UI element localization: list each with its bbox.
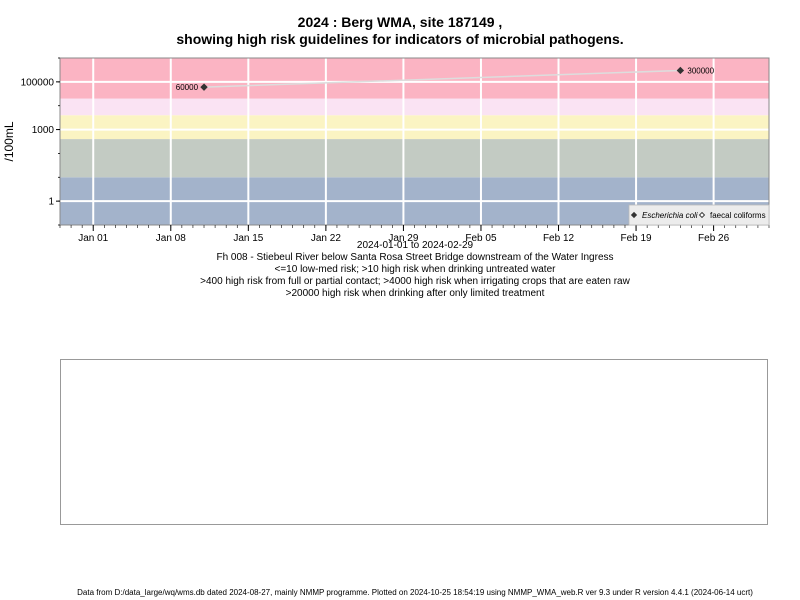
- legend-label-1: faecal coliforms: [710, 211, 766, 220]
- chart-subtitle: showing high risk guidelines for indicat…: [176, 31, 624, 47]
- data-point-0-0: [200, 83, 208, 91]
- guideline-caption-2: >400 high risk from full or partial cont…: [200, 276, 630, 287]
- x-tick-label-3: Jan 22: [311, 233, 341, 244]
- y-axis-label: /100mL: [2, 121, 16, 161]
- empty-plot-panel: [60, 359, 768, 525]
- x-tick-label-7: Feb 19: [620, 233, 652, 244]
- legend-label-0: Escherichia coli: [642, 211, 698, 220]
- data-label-0-0: 60000: [176, 83, 199, 92]
- footer-note: Data from D:/data_large/wq/wms.db dated …: [77, 588, 753, 597]
- series-line-0: [203, 69, 681, 88]
- x-tick-label-0: Jan 01: [78, 233, 108, 244]
- data-point-0-1: [676, 66, 685, 75]
- x-tick-label-1: Jan 08: [156, 233, 186, 244]
- risk-band-1: [60, 139, 769, 178]
- x-tick-label-5: Feb 05: [465, 233, 497, 244]
- chart-title: 2024 : Berg WMA, site 187149 ,: [297, 14, 503, 30]
- legend-marker-0: [630, 211, 638, 219]
- x-tick-label-8: Feb 26: [698, 233, 730, 244]
- x-tick-label-6: Feb 12: [543, 233, 575, 244]
- x-tick-label-2: Jan 15: [233, 233, 263, 244]
- risk-band-3: [60, 98, 769, 116]
- guideline-caption-1: <=10 low-med risk; >10 high risk when dr…: [274, 264, 556, 275]
- y-tick-label-0: 1: [48, 197, 54, 208]
- x-tick-label-4: Jan 29: [388, 233, 418, 244]
- guideline-caption-3: >20000 high risk when drinking after onl…: [285, 288, 545, 299]
- y-tick-label-1: 1000: [32, 125, 55, 136]
- site-caption: Fh 008 - Stiebeul River below Santa Rosa…: [216, 252, 614, 263]
- risk-band-2: [60, 115, 769, 140]
- risk-band-4: [60, 58, 769, 99]
- data-label-0-1: 300000: [687, 66, 714, 75]
- legend-marker-1: [698, 211, 706, 219]
- y-tick-label-2: 100000: [21, 77, 55, 88]
- date-range-caption: 2024-01-01 to 2024-02-29: [356, 240, 474, 251]
